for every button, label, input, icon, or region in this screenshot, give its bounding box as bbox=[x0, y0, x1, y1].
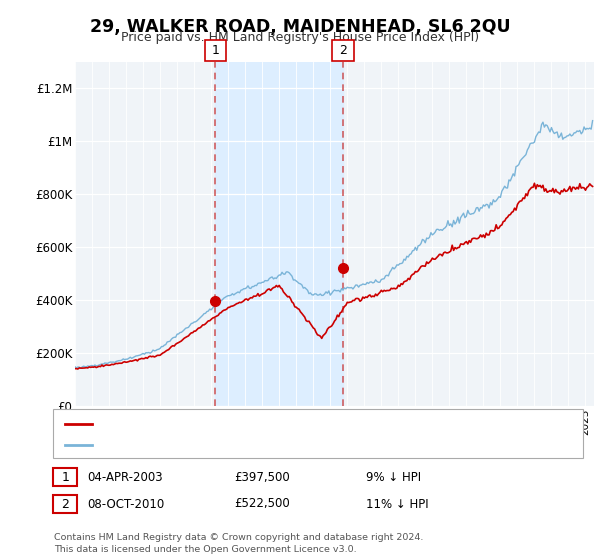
Text: 1: 1 bbox=[211, 44, 220, 57]
Text: 9% ↓ HPI: 9% ↓ HPI bbox=[366, 470, 421, 484]
Text: £522,500: £522,500 bbox=[234, 497, 290, 511]
Text: 1: 1 bbox=[61, 470, 70, 484]
Text: HPI: Average price, detached house, Windsor and Maidenhead: HPI: Average price, detached house, Wind… bbox=[105, 440, 446, 450]
Text: £397,500: £397,500 bbox=[234, 470, 290, 484]
Text: 2: 2 bbox=[339, 44, 347, 57]
Text: Price paid vs. HM Land Registry's House Price Index (HPI): Price paid vs. HM Land Registry's House … bbox=[121, 31, 479, 44]
Bar bbox=[215, 62, 343, 406]
Text: 29, WALKER ROAD, MAIDENHEAD, SL6 2QU: 29, WALKER ROAD, MAIDENHEAD, SL6 2QU bbox=[89, 18, 511, 36]
Text: Contains HM Land Registry data © Crown copyright and database right 2024.
This d: Contains HM Land Registry data © Crown c… bbox=[54, 533, 424, 554]
Text: 29, WALKER ROAD, MAIDENHEAD, SL6 2QU (detached house): 29, WALKER ROAD, MAIDENHEAD, SL6 2QU (de… bbox=[105, 419, 442, 429]
Text: 04-APR-2003: 04-APR-2003 bbox=[88, 470, 163, 484]
Text: 11% ↓ HPI: 11% ↓ HPI bbox=[366, 497, 428, 511]
Text: 2: 2 bbox=[61, 497, 70, 511]
Text: 08-OCT-2010: 08-OCT-2010 bbox=[88, 497, 165, 511]
